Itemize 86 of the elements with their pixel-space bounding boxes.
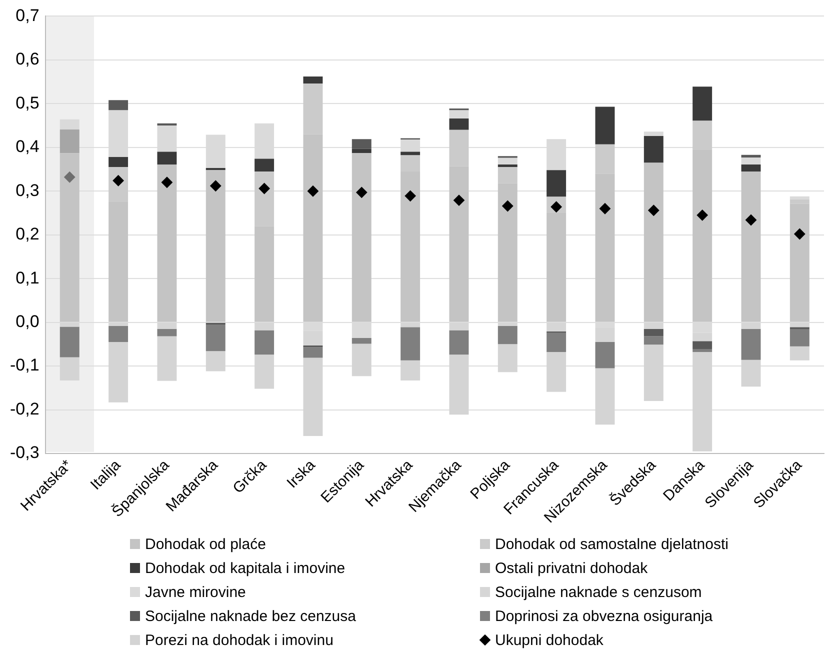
y-tick-label: 0,0 <box>16 312 40 332</box>
legend-label: Doprinosi za obvezna osiguranja <box>495 608 713 624</box>
bar <box>157 164 177 322</box>
point <box>794 228 806 240</box>
bar <box>60 129 80 154</box>
bar <box>644 328 664 336</box>
bar <box>206 168 226 170</box>
bar <box>60 153 80 322</box>
bar <box>206 324 226 352</box>
bar <box>449 330 469 355</box>
bar <box>498 164 518 168</box>
y-tick-label: 0,4 <box>16 137 40 156</box>
bar <box>60 326 80 358</box>
bar <box>546 332 566 352</box>
bar <box>108 157 128 168</box>
bar <box>206 170 226 322</box>
bar <box>644 136 664 163</box>
bar <box>498 158 518 164</box>
y-tick-label: -0,1 <box>10 356 40 375</box>
point <box>356 186 368 198</box>
point <box>696 210 708 221</box>
bar <box>741 157 761 164</box>
bar <box>741 328 761 360</box>
bar <box>692 86 712 121</box>
bar <box>352 139 372 149</box>
point <box>64 172 76 183</box>
bar <box>400 152 420 156</box>
bar <box>400 327 420 360</box>
legend-label: Javne mirovine <box>145 584 246 600</box>
y-tick-label: 0,6 <box>16 50 40 69</box>
legend-label: Dohodak od plaće <box>145 536 266 552</box>
legend-label: Socijalne naknade bez cenzusa <box>145 608 356 624</box>
y-tick-label: 0,1 <box>16 268 40 288</box>
bar <box>449 110 469 119</box>
bar <box>790 196 810 200</box>
legend-label: Socijalne naknade s cenzusom <box>495 584 702 600</box>
bar <box>352 338 372 344</box>
legend-label: Ostali privatni dohodak <box>495 560 648 576</box>
bar <box>449 118 469 130</box>
point <box>161 176 172 188</box>
bar <box>595 342 615 368</box>
bar <box>790 329 810 346</box>
point <box>258 183 270 194</box>
y-tick-label: 0,2 <box>16 224 40 244</box>
bar <box>254 330 274 355</box>
y-tick-label: 0,7 <box>16 6 40 25</box>
y-tick-label: 0,5 <box>16 93 40 112</box>
bar <box>303 347 323 358</box>
point <box>307 186 318 197</box>
bar <box>644 162 664 322</box>
point <box>210 180 222 192</box>
y-tick-label: -0,2 <box>10 399 40 418</box>
point <box>599 203 610 214</box>
bar <box>692 348 712 352</box>
legend-label: Dohodak od kapitala i imovine <box>145 560 346 576</box>
legend-label: Ukupni dohodak <box>495 632 604 648</box>
bar <box>108 326 128 342</box>
bar <box>352 148 372 154</box>
bar <box>644 132 664 136</box>
bar <box>157 152 177 164</box>
y-tick-label: -0,3 <box>10 443 40 462</box>
legend-label: Porezi na dohodak i imovinu <box>145 632 334 648</box>
bar <box>546 170 566 197</box>
bar <box>692 341 712 349</box>
point <box>648 204 660 216</box>
bar <box>644 336 664 345</box>
legend-label: Dohodak od samostalne djelatnosti <box>495 536 728 552</box>
bar <box>352 153 372 322</box>
y-tick-label: 0,3 <box>16 180 40 200</box>
point <box>745 214 756 226</box>
point <box>502 200 514 212</box>
bar <box>741 164 761 172</box>
bar <box>60 119 80 130</box>
bar <box>741 154 761 158</box>
point <box>453 194 464 206</box>
bar <box>741 171 761 322</box>
bar <box>157 123 177 126</box>
bar <box>303 76 323 84</box>
bar <box>157 328 177 336</box>
bar <box>108 100 128 110</box>
bar <box>790 204 810 322</box>
bar <box>254 158 274 172</box>
bar <box>595 106 615 144</box>
bar <box>790 346 810 360</box>
bar <box>498 326 518 344</box>
point <box>404 190 416 202</box>
